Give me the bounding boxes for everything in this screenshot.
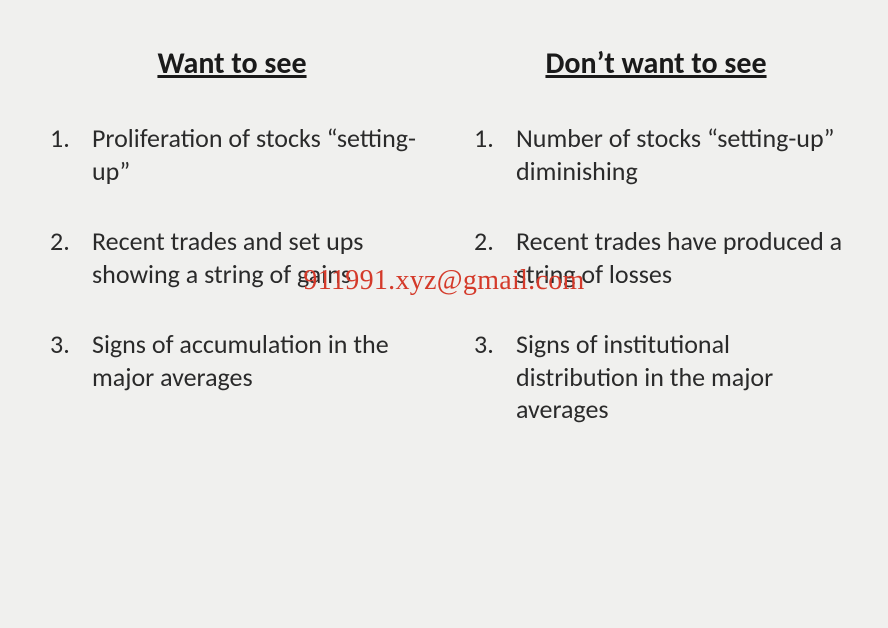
right-list: Number of stocks “setting-up” diminishin… [454,122,858,464]
list-item: Recent trades and set ups showing a stri… [50,225,434,290]
list-item: Proliferation of stocks “setting-up” [50,122,434,187]
list-item: Signs of accumulation in the major avera… [50,328,434,393]
left-column: Want to see Proliferation of stocks “set… [30,45,434,464]
left-heading: Want to see [30,45,434,82]
right-heading: Don’t want to see [454,45,858,82]
list-item: Number of stocks “setting-up” diminishin… [474,122,858,187]
left-list: Proliferation of stocks “setting-up” Rec… [30,122,434,431]
content-wrapper: Want to see Proliferation of stocks “set… [0,0,888,494]
right-column: Don’t want to see Number of stocks “sett… [454,45,858,464]
list-item: Signs of institutional distribution in t… [474,328,858,426]
list-item: Recent trades have produced a string of … [474,225,858,290]
